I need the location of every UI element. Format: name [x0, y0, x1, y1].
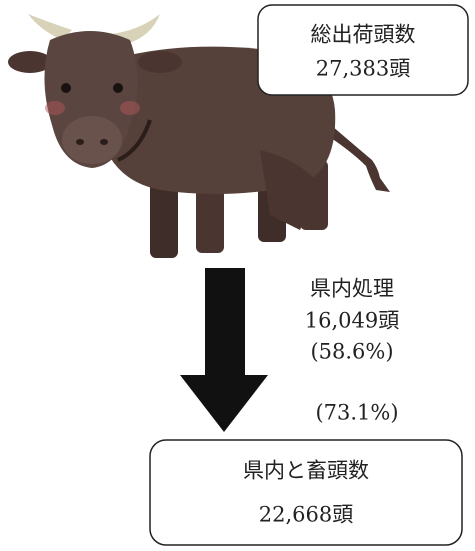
bottom-box: [150, 440, 462, 545]
bottom-box-title: 県内と畜頭数: [243, 459, 369, 483]
top-box-title: 総出荷頭数: [311, 23, 416, 47]
diagram: 総出荷頭数 27,383頭 県内処理 16,049頭 (58.6%) (73.1…: [0, 0, 475, 551]
flow-value: 16,049頭: [305, 309, 399, 333]
top-box: [258, 5, 468, 95]
flow-share: (58.6%): [310, 340, 393, 364]
bottom-box-value: 22,668頭: [259, 503, 353, 527]
flow-label: 県内処理: [310, 277, 394, 301]
slaughter-share: (73.1%): [315, 401, 398, 425]
page: {"top_box": {"title": "総出荷頭数", "value": …: [0, 0, 475, 551]
flow-arrow: [180, 268, 268, 432]
top-box-value: 27,383頭: [316, 57, 410, 81]
